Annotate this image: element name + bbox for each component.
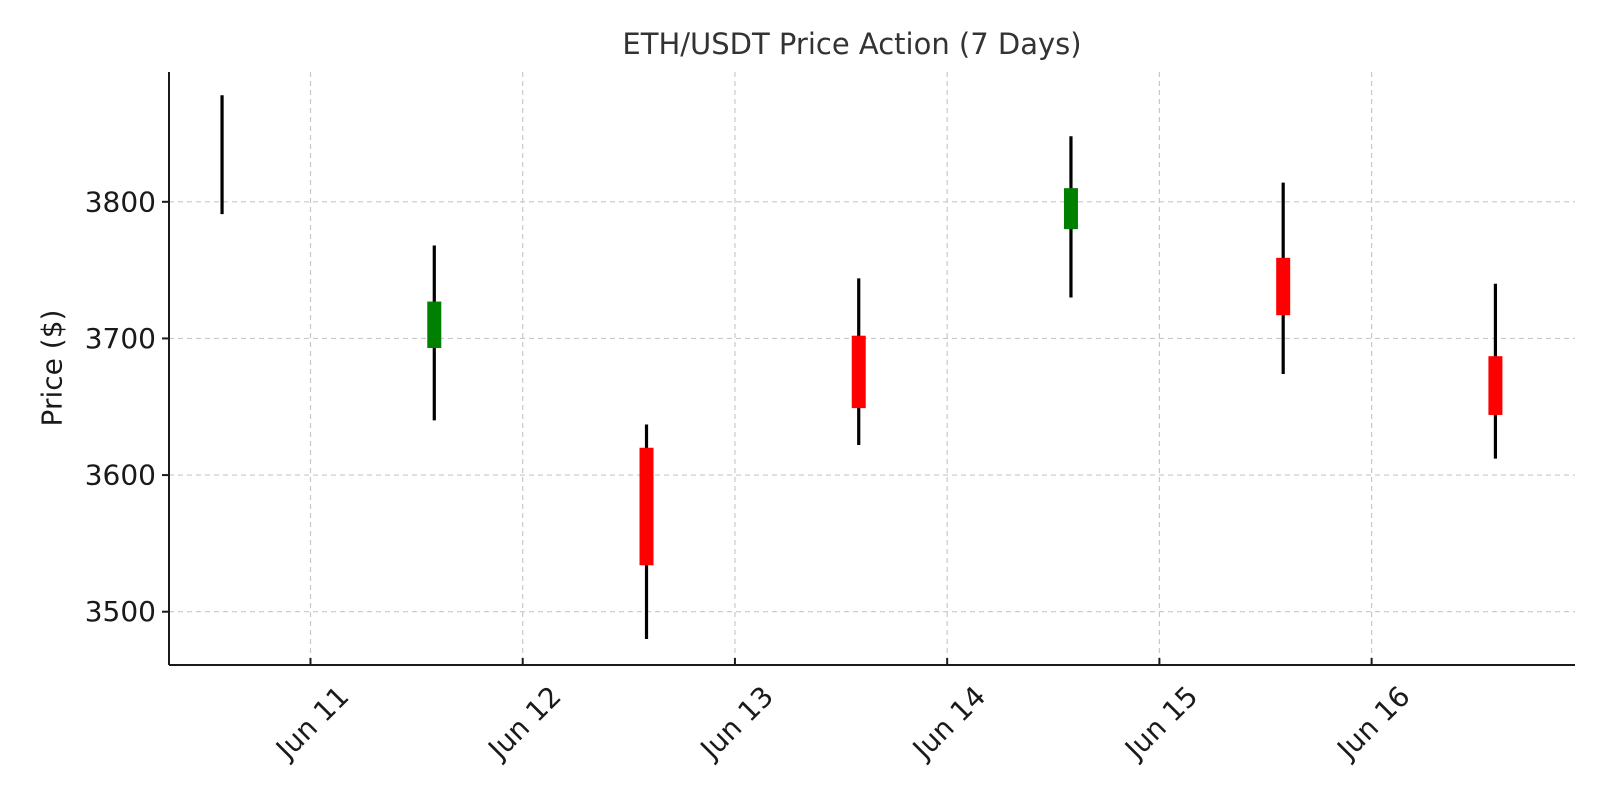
y-tick-label: 3500 <box>85 595 156 628</box>
candle <box>427 245 442 421</box>
candle-body <box>639 447 654 566</box>
x-tick-label: Jun 12 <box>480 680 567 767</box>
x-tick-label: Jun 14 <box>905 680 992 767</box>
x-tick-label: Jun 13 <box>693 680 780 767</box>
axes <box>168 72 1575 666</box>
candle <box>639 424 654 640</box>
grid-layer <box>169 72 1575 665</box>
y-tick-label: 3600 <box>85 459 156 492</box>
candle-body <box>1063 188 1078 230</box>
chart-title: ETH/USDT Price Action (7 Days) <box>622 27 1081 61</box>
y-tick-label: 3800 <box>85 185 156 218</box>
x-tick-label: Jun 11 <box>268 680 355 767</box>
candle <box>1063 136 1078 298</box>
tick-labels: 3500 3600 3700 3800 Jun 11 Jun 12 Jun 13 Jun 14… <box>85 185 1417 766</box>
candle <box>851 278 866 446</box>
x-tick-label: Jun 16 <box>1329 680 1416 767</box>
candle-body <box>1488 356 1503 415</box>
candle-body <box>851 335 866 409</box>
x-tick-label: Jun 15 <box>1117 680 1204 767</box>
candle-body <box>1276 257 1291 316</box>
y-axis-label: Price ($) <box>36 310 69 427</box>
candle-body <box>427 301 442 349</box>
candles-layer <box>220 95 1503 640</box>
candle <box>1488 283 1503 459</box>
y-tick-label: 3700 <box>85 322 156 355</box>
candle <box>1276 182 1291 374</box>
